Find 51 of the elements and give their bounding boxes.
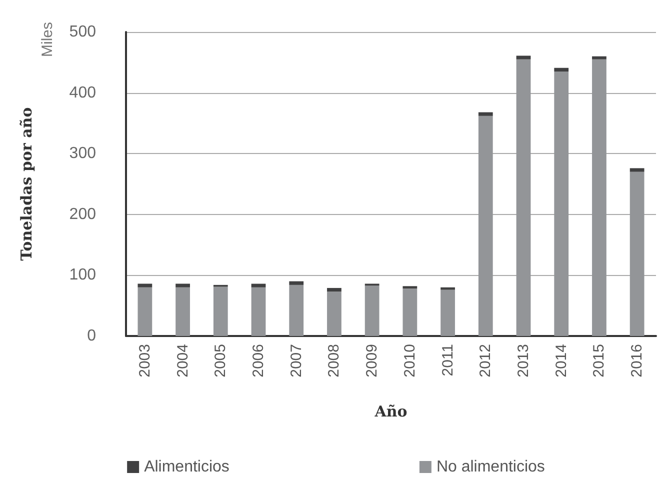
bar xyxy=(176,287,190,336)
x-tick-label: 2004 xyxy=(174,344,192,378)
bar xyxy=(251,287,266,336)
bar xyxy=(516,59,531,336)
bar xyxy=(364,286,380,336)
bar xyxy=(138,284,152,288)
text: Miles xyxy=(39,22,56,57)
legend-label: No alimenticios xyxy=(436,458,545,476)
bar xyxy=(516,56,531,60)
y-tick-label: 400 xyxy=(69,84,96,102)
x-tick-label: 2015 xyxy=(590,344,608,378)
y-tick-label: 300 xyxy=(69,145,96,162)
y-tick-label: 0 xyxy=(87,328,96,344)
legend-label: Alimenticios xyxy=(144,458,230,476)
x-tick-label: 2011 xyxy=(439,344,456,376)
bar xyxy=(440,290,455,336)
y-tick-label: 500 xyxy=(69,24,96,40)
bar xyxy=(213,286,228,336)
x-tick-label: 2003 xyxy=(136,344,154,378)
bar xyxy=(402,286,418,289)
x-tick-label: 2008 xyxy=(326,344,343,378)
x-tick-label: 2012 xyxy=(477,344,494,378)
x-tick-label: 2016 xyxy=(628,344,646,378)
y-tick-label: 200 xyxy=(69,206,96,223)
y-axis-title: Toneladas por año xyxy=(18,107,36,261)
bar xyxy=(630,172,644,336)
x-tick-label: 2014 xyxy=(552,344,570,378)
bar xyxy=(554,72,569,336)
x-axis-title: Año xyxy=(374,402,408,420)
bar xyxy=(289,281,304,285)
bar xyxy=(327,288,342,292)
bar xyxy=(592,56,606,60)
y-tick-label: 100 xyxy=(69,266,96,284)
x-tick-label: 2010 xyxy=(401,344,418,378)
x-tick-label: 2013 xyxy=(515,344,532,378)
bar xyxy=(440,287,455,290)
bar xyxy=(630,168,644,172)
x-tick-label: 2005 xyxy=(212,344,230,378)
bar xyxy=(251,284,266,288)
bar xyxy=(478,116,493,336)
x-tick-label: 2007 xyxy=(288,344,305,378)
bar xyxy=(176,284,190,288)
bar xyxy=(478,112,493,116)
x-tick-label: 2006 xyxy=(250,344,267,378)
bar xyxy=(138,287,152,336)
bar xyxy=(402,288,418,336)
bar xyxy=(289,284,304,336)
bar xyxy=(592,59,606,336)
bar xyxy=(327,292,342,336)
x-tick-label: 2009 xyxy=(364,344,381,378)
bar xyxy=(554,68,569,72)
